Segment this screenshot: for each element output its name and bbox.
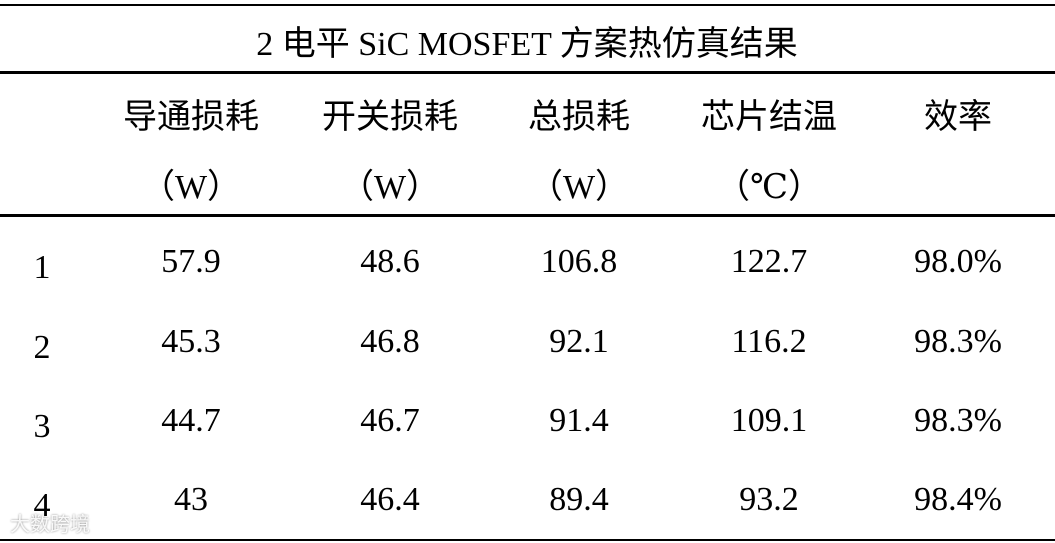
cell: 106.8 <box>540 243 618 280</box>
cell: 122.7 <box>730 243 808 280</box>
column-header: 芯片结温 <box>701 99 837 136</box>
header-rule <box>0 71 1055 74</box>
cell: 98.4% <box>914 481 1002 518</box>
cell: 98.0% <box>914 243 1002 280</box>
cell: 89.4 <box>549 481 609 518</box>
row-label: 2 <box>33 329 51 366</box>
column-header: 总损耗 <box>528 99 630 136</box>
column-unit: （W） <box>339 169 441 206</box>
cell: 46.4 <box>360 481 420 518</box>
column-unit: （℃） <box>715 169 823 206</box>
cell: 46.8 <box>360 323 420 360</box>
table-title: 2 电平 SiC MOSFET 方案热仿真结果 <box>256 26 798 63</box>
column-header: 效率 <box>924 99 992 136</box>
cell: 91.4 <box>549 402 609 439</box>
cell: 43 <box>174 481 208 518</box>
column-header: 导通损耗 <box>123 99 259 136</box>
top-rule <box>0 4 1055 6</box>
cell: 93.2 <box>739 481 799 518</box>
row-label: 3 <box>33 408 51 445</box>
column-unit: （W） <box>528 169 630 206</box>
cell: 45.3 <box>161 323 221 360</box>
row-label: 1 <box>33 249 51 286</box>
cell: 44.7 <box>161 402 221 439</box>
watermark: 大数跨境 <box>10 512 90 536</box>
row-label: 4 <box>33 487 51 524</box>
cell: 92.1 <box>549 323 609 360</box>
cell: 57.9 <box>161 243 221 280</box>
column-unit: （W） <box>140 169 242 206</box>
cell: 98.3% <box>914 402 1002 439</box>
body-rule <box>0 214 1055 217</box>
cell: 109.1 <box>730 402 808 439</box>
cell: 98.3% <box>914 323 1002 360</box>
cell: 48.6 <box>360 243 420 280</box>
column-header: 开关损耗 <box>322 99 458 136</box>
bottom-rule <box>0 539 1055 541</box>
cell: 46.7 <box>360 402 420 439</box>
cell: 116.2 <box>731 323 807 360</box>
